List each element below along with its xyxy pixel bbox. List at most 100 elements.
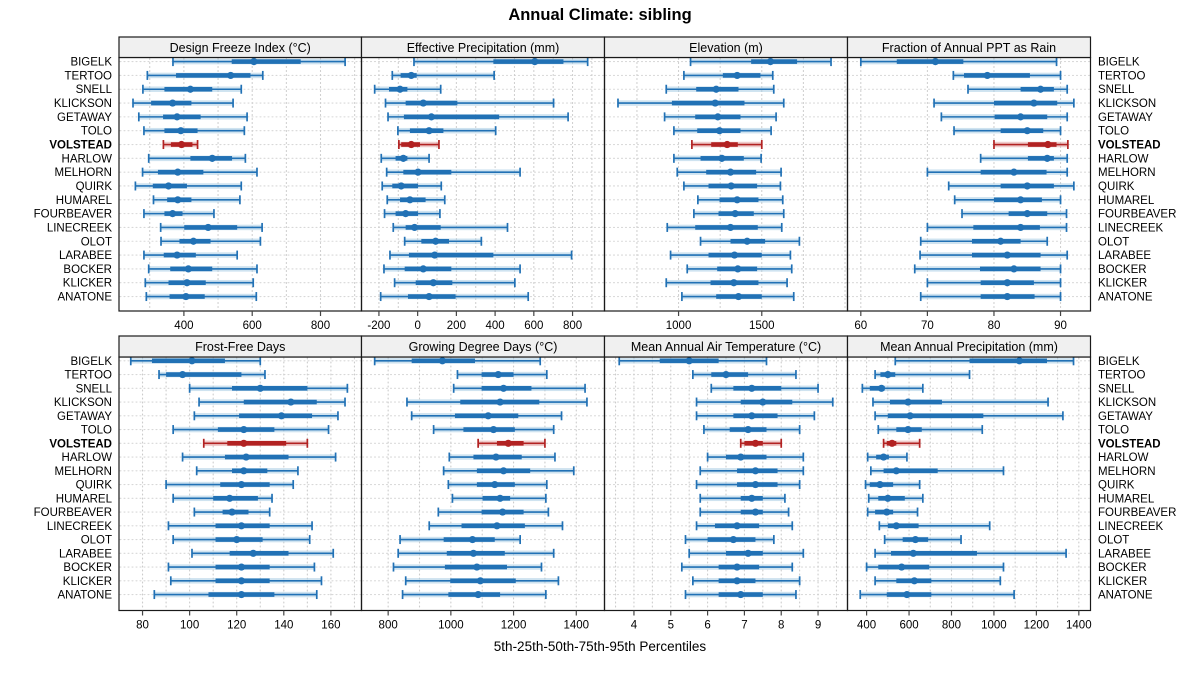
station-label-right: GETAWAY <box>1098 411 1153 423</box>
percentile-glyph-klickson <box>872 397 1049 407</box>
iqr-bar <box>448 592 501 597</box>
median-dot <box>730 251 739 259</box>
percentile-glyph-humarel <box>386 195 446 205</box>
panel-3: Elevation (m) 1000 1500 <box>603 36 849 332</box>
percentile-glyph-anatone <box>859 590 1015 600</box>
median-dot <box>493 522 501 530</box>
station-label-left: BIGELK <box>70 356 112 368</box>
iqr-bar <box>213 496 258 501</box>
median-dot <box>723 140 731 149</box>
percentile-glyph-klicker <box>692 576 801 586</box>
percentile-glyph-getaway <box>193 411 339 421</box>
percentile-glyph-larabee <box>397 548 555 558</box>
percentile-glyph-larabee <box>919 250 1069 260</box>
percentile-glyph-volstead <box>882 438 921 448</box>
median-dot <box>718 154 726 162</box>
axis-tick-label: 9 <box>815 620 821 632</box>
median-dot <box>733 71 741 80</box>
median-dot <box>249 549 257 557</box>
median-dot <box>496 398 504 406</box>
station-label-right: ANATONE <box>1098 590 1153 602</box>
iqr-bar <box>726 551 763 556</box>
median-dot <box>237 522 246 530</box>
median-dot <box>1023 182 1031 190</box>
median-dot <box>1016 113 1025 121</box>
percentile-glyph-harlow <box>866 452 908 462</box>
axis-tick-label: 800 <box>311 320 330 332</box>
station-label-left: TERTOO <box>65 370 113 382</box>
percentile-glyph-snell <box>373 84 442 94</box>
iqr-bar <box>887 413 984 419</box>
percentile-glyph-klicker <box>393 278 516 288</box>
station-label-right: BOCKER <box>1098 562 1147 574</box>
axis-tick-label: 600 <box>899 620 918 632</box>
iqr-bar <box>869 386 885 391</box>
percentile-glyph-tertoo <box>456 370 548 380</box>
percentile-glyph-klickson <box>384 98 555 108</box>
panel-header-label: Growing Degree Days (°C) <box>409 340 558 354</box>
station-label-left: SNELL <box>76 383 113 395</box>
median-dot <box>427 113 435 121</box>
median-dot <box>178 370 187 379</box>
percentile-glyph-volstead <box>691 140 763 150</box>
median-dot <box>419 99 427 107</box>
median-dot <box>396 85 404 93</box>
median-dot <box>729 535 737 544</box>
median-dot <box>906 412 914 420</box>
median-dot <box>489 425 498 434</box>
median-dot <box>287 398 295 406</box>
iqr-bar <box>671 100 745 106</box>
percentile-glyph-fourbeaver <box>193 507 271 517</box>
percentile-glyph-anatone <box>153 590 318 600</box>
median-dot <box>743 237 751 245</box>
station-label-right: OLOT <box>1098 236 1129 248</box>
percentile-glyph-melhorn <box>385 167 521 177</box>
iqr-bar <box>463 427 515 432</box>
median-dot <box>469 549 478 557</box>
iqr-bar <box>1000 128 1044 133</box>
station-label-left: HUMAREL <box>56 493 113 505</box>
panel-header-strip <box>846 36 1092 59</box>
station-label-left: QUIRK <box>76 480 113 492</box>
station-label-right: TOLO <box>1098 126 1129 138</box>
median-dot <box>734 265 742 273</box>
station-label-right: KLICKER <box>1098 576 1147 588</box>
station-label-right: LARABEE <box>1098 250 1151 262</box>
median-dot <box>504 439 512 447</box>
percentile-glyph-klickson <box>695 397 834 407</box>
percentile-glyph-klicker <box>169 576 323 586</box>
median-dot <box>751 467 760 475</box>
iqr-bar <box>971 238 1021 244</box>
chart-title: Annual Climate: sibling <box>508 6 692 24</box>
axis-tick-label: 600 <box>524 320 543 332</box>
axis-tick-label: -200 <box>367 320 390 332</box>
station-label-left: LARABEE <box>59 548 112 560</box>
median-dot <box>722 370 730 379</box>
median-dot <box>277 412 286 420</box>
median-dot <box>414 168 422 176</box>
median-dot <box>898 563 906 571</box>
median-dot <box>733 563 741 571</box>
percentile-glyph-melhorn <box>141 167 258 177</box>
percentile-glyph-melhorn <box>699 466 805 476</box>
station-label-right: QUIRK <box>1098 181 1135 193</box>
percentile-glyph-getaway <box>410 411 563 421</box>
station-label-right: HARLOW <box>1098 153 1149 165</box>
percentile-glyph-linecreek <box>695 521 794 531</box>
percentile-glyph-olot <box>399 535 522 545</box>
station-label-left: LINECREEK <box>47 521 113 533</box>
percentile-glyph-getaway <box>137 112 248 122</box>
median-dot <box>432 237 440 245</box>
median-dot <box>484 412 492 420</box>
percentile-glyph-volstead <box>162 140 199 150</box>
axis-tick-label: 800 <box>379 620 398 632</box>
station-label-left: FOURBEAVER <box>34 507 112 519</box>
percentile-glyph-tolo <box>953 126 1062 136</box>
median-dot <box>164 182 173 190</box>
iqr-bar <box>887 523 919 529</box>
percentile-glyph-getaway <box>940 112 1069 122</box>
station-label-right: TERTOO <box>1098 370 1146 382</box>
median-dot <box>1016 223 1025 232</box>
iqr-bar <box>493 59 564 64</box>
station-label-right: VOLSTEAD <box>1098 438 1161 450</box>
